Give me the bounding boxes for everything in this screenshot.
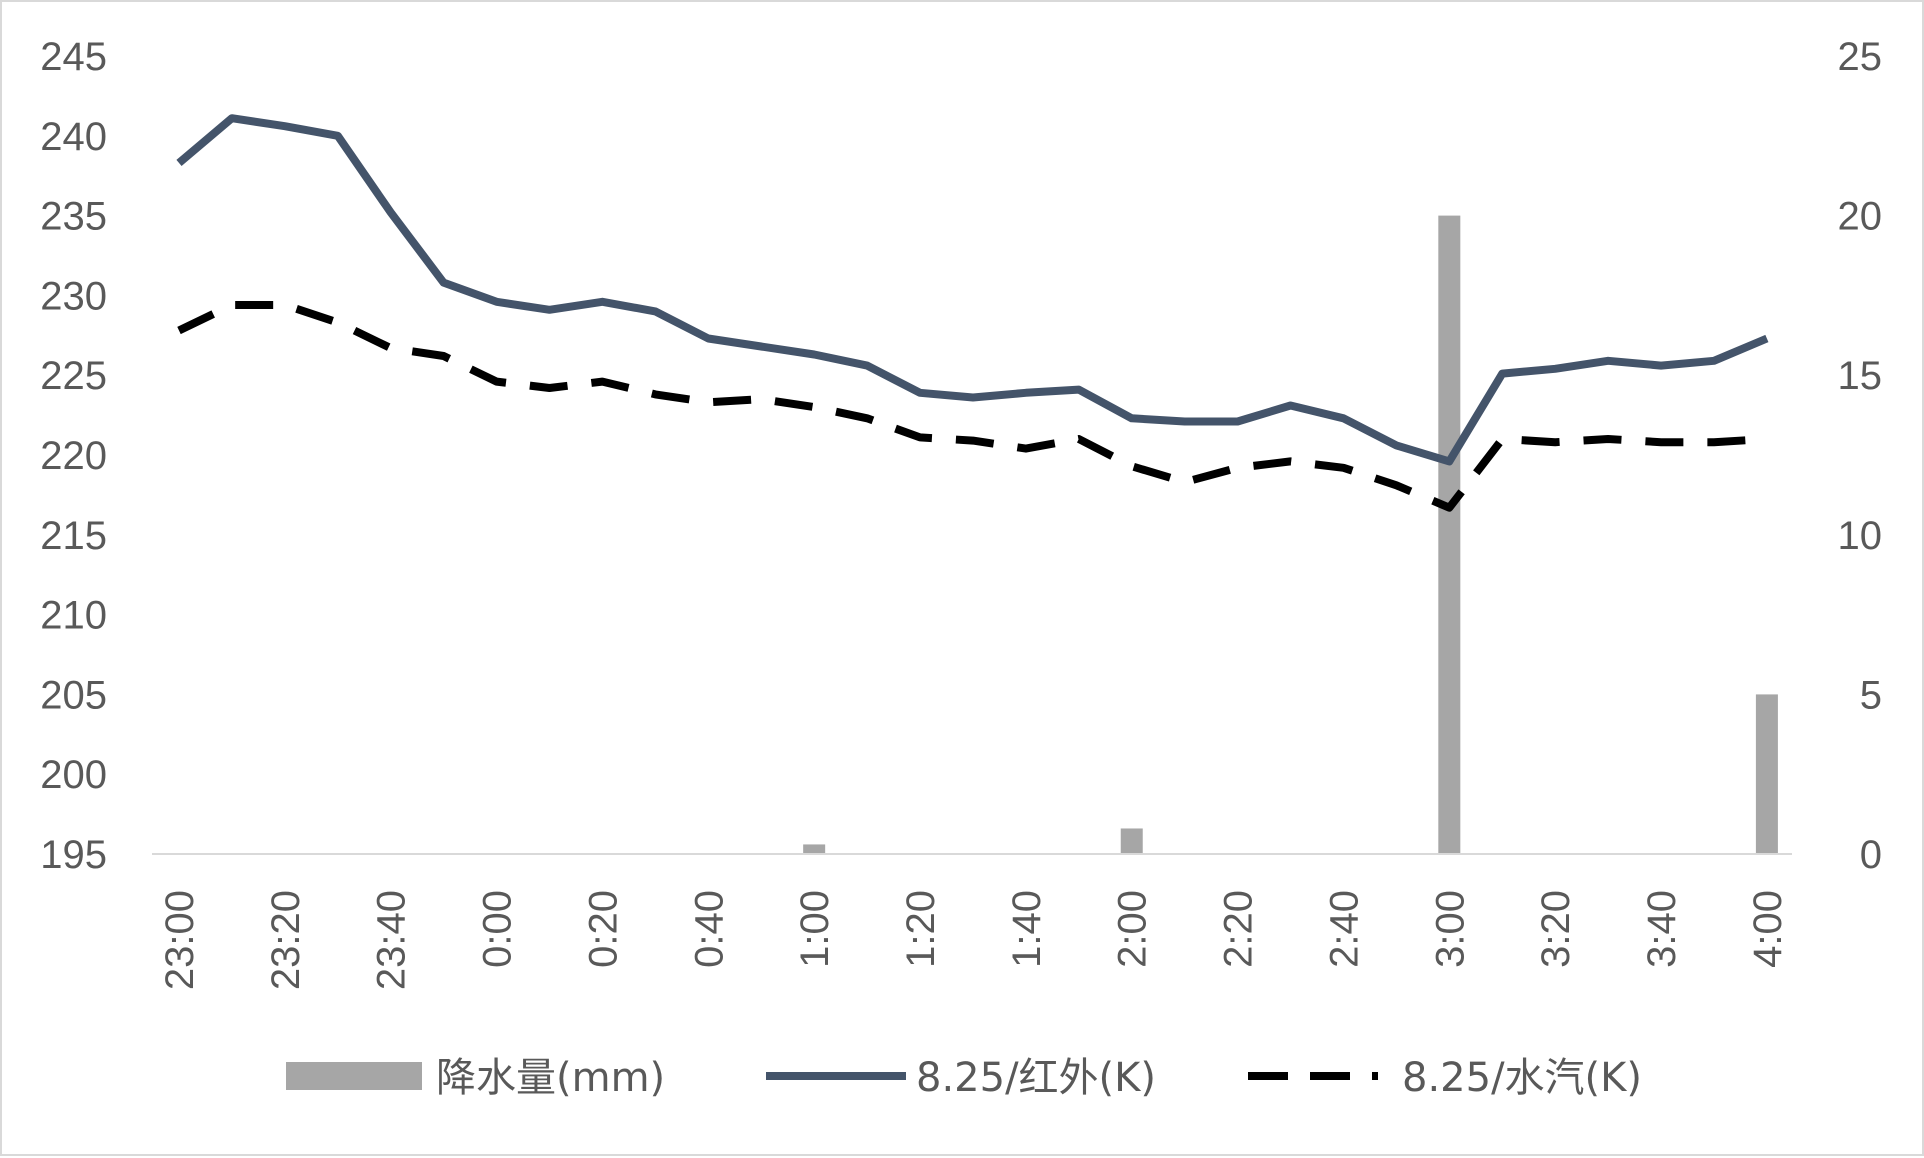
x-tick-label: 3:20 bbox=[1534, 890, 1578, 968]
legend: 降水量(mm) 8.25/红外(K) 8.25/水汽(K) bbox=[286, 1055, 1642, 1101]
left-tick-label: 230 bbox=[40, 274, 107, 318]
right-tick-label: 10 bbox=[1838, 514, 1883, 558]
left-tick-label: 220 bbox=[40, 434, 107, 478]
left-axis-ticks: 245 240 235 230 225 220 215 210 205 200 195 bbox=[40, 35, 107, 877]
x-tick-label: 23:20 bbox=[264, 890, 308, 990]
legend-swatch-precipitation bbox=[286, 1062, 422, 1090]
left-tick-label: 225 bbox=[40, 354, 107, 398]
right-tick-label: 20 bbox=[1838, 195, 1883, 239]
x-tick-label: 2:40 bbox=[1322, 890, 1366, 968]
left-tick-label: 200 bbox=[40, 753, 107, 797]
x-tick-label: 23:00 bbox=[158, 890, 202, 990]
legend-label-water-vapor: 8.25/水汽(K) bbox=[1402, 1055, 1642, 1101]
bars-layer bbox=[803, 215, 1778, 855]
bar-precipitation bbox=[1120, 828, 1143, 854]
left-tick-label: 195 bbox=[40, 833, 107, 877]
x-tick-label: 4:00 bbox=[1746, 890, 1790, 968]
x-tick-label: 1:00 bbox=[793, 890, 837, 968]
bar-precipitation bbox=[803, 844, 826, 854]
left-tick-label: 235 bbox=[40, 195, 107, 239]
series-line-infrared bbox=[176, 114, 1769, 466]
x-tick-label: 1:40 bbox=[1005, 890, 1049, 968]
series-line-water-vapor bbox=[177, 301, 1768, 512]
x-tick-label: 3:00 bbox=[1428, 890, 1472, 968]
legend-label-precipitation: 降水量(mm) bbox=[436, 1055, 665, 1101]
x-tick-label: 2:20 bbox=[1217, 890, 1261, 968]
bar-precipitation bbox=[1438, 215, 1461, 855]
x-tick-label: 3:40 bbox=[1640, 890, 1684, 968]
x-tick-label: 2:00 bbox=[1111, 890, 1155, 968]
right-axis-ticks: 25 20 15 10 5 0 bbox=[1838, 35, 1883, 877]
right-tick-label: 0 bbox=[1860, 833, 1882, 877]
left-tick-label: 205 bbox=[40, 673, 107, 717]
left-tick-label: 210 bbox=[40, 594, 107, 638]
x-axis-ticks: 23:00 23:20 23:40 0:00 0:20 0:40 1:00 1:20 1:40 2… bbox=[158, 890, 1790, 990]
x-tick-label: 0:20 bbox=[581, 890, 625, 968]
x-tick-label: 1:20 bbox=[899, 890, 943, 968]
legend-label-infrared: 8.25/红外(K) bbox=[916, 1055, 1156, 1101]
right-tick-label: 15 bbox=[1838, 354, 1883, 398]
lines-layer bbox=[176, 114, 1769, 512]
left-tick-label: 215 bbox=[40, 514, 107, 558]
x-tick-label: 23:40 bbox=[370, 890, 414, 990]
right-tick-label: 5 bbox=[1860, 673, 1882, 717]
x-tick-label: 0:40 bbox=[687, 890, 731, 968]
left-tick-label: 245 bbox=[40, 35, 107, 79]
bar-precipitation bbox=[1755, 694, 1778, 854]
x-tick-label: 0:00 bbox=[476, 890, 520, 968]
right-tick-label: 25 bbox=[1838, 35, 1883, 79]
left-tick-label: 240 bbox=[40, 115, 107, 159]
